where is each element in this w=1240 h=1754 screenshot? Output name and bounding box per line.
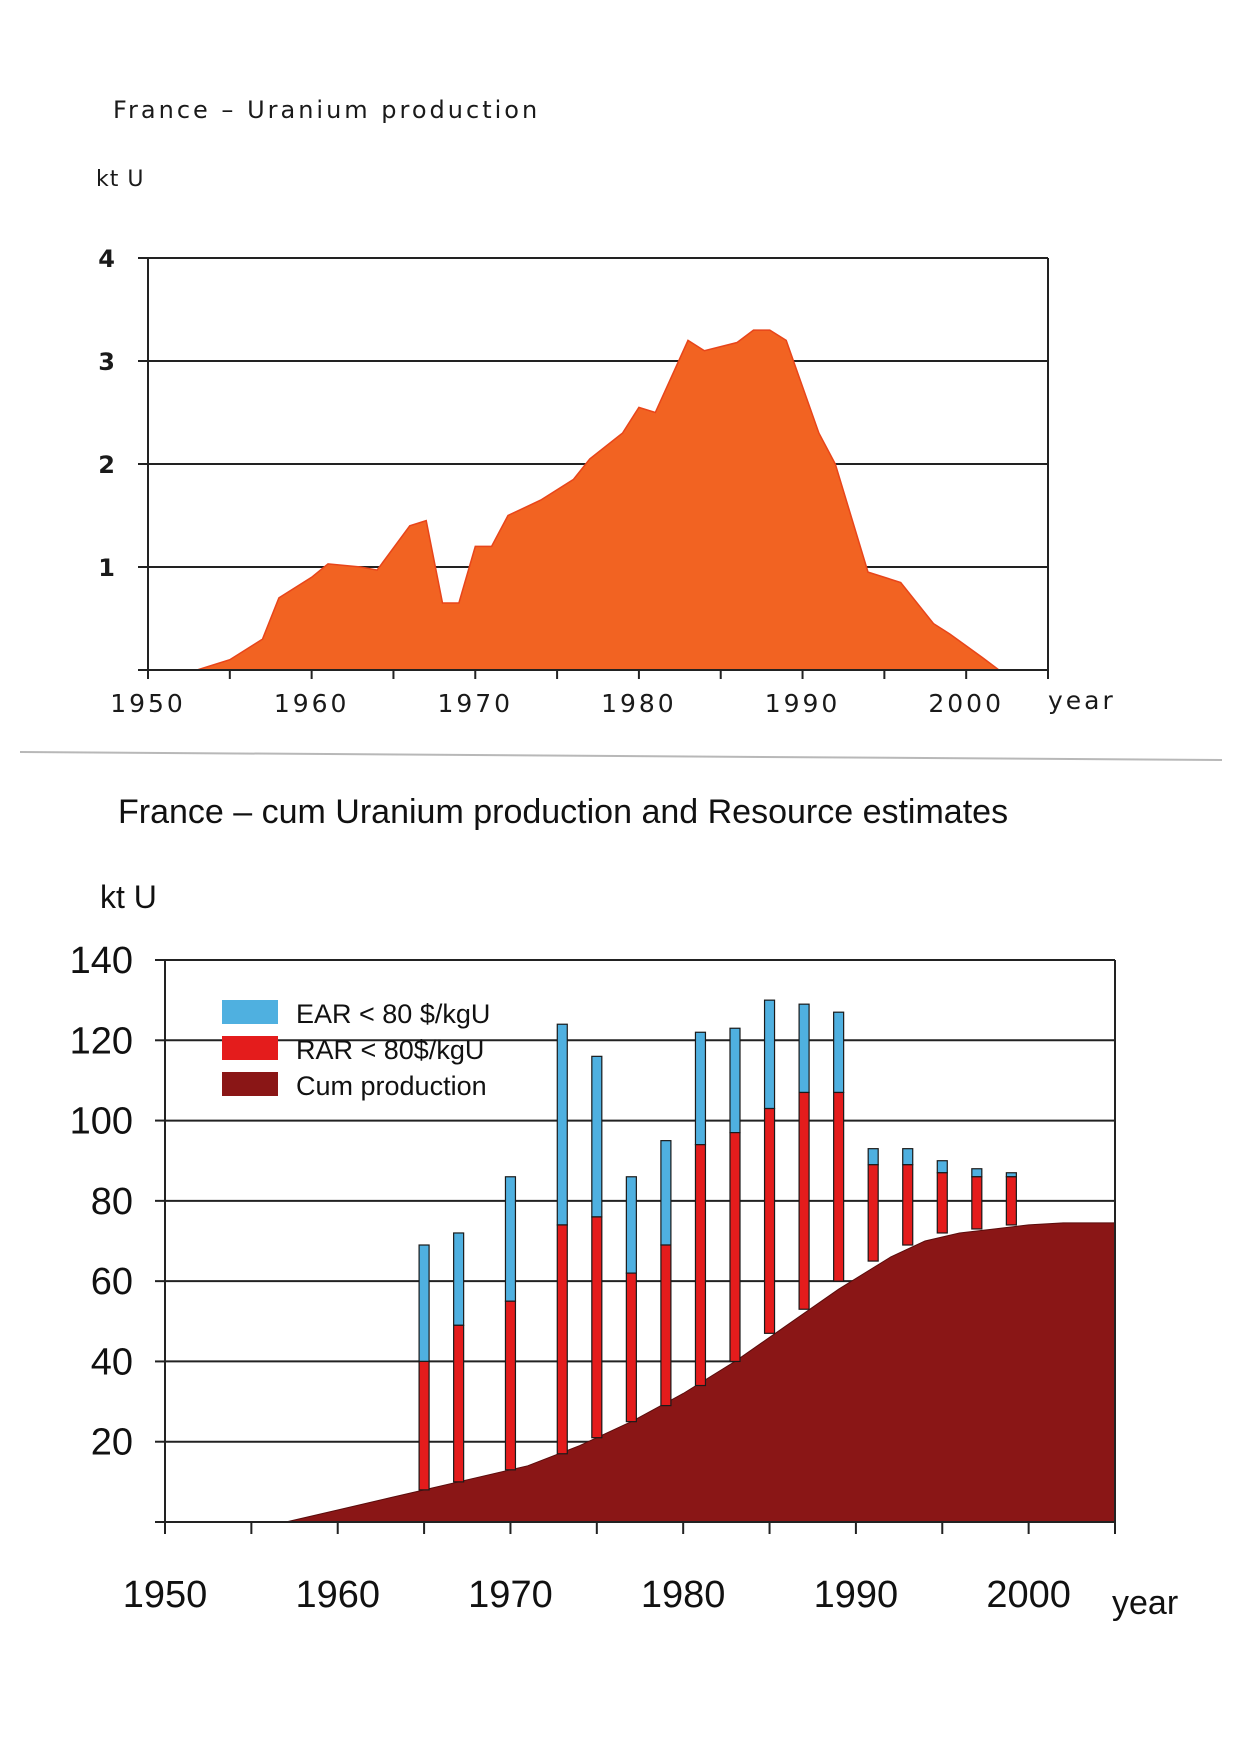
chart2-x-tick-label: 1990 [814, 1574, 899, 1616]
chart2-title: France – cum Uranium production and Reso… [118, 793, 1008, 831]
ear-bar-segment [833, 1011, 845, 1094]
ear-bar-segment [453, 1232, 465, 1326]
rar-bar-segment [936, 1172, 948, 1234]
chart1-y-tick-label: 1 [98, 554, 115, 582]
chart2-axes [155, 959, 1116, 1534]
chart2-resource-bars [418, 999, 1017, 1491]
legend-label-cum: Cum production [296, 1071, 487, 1101]
chart2-y-tick-label: 120 [70, 1020, 133, 1062]
chart2-x-tick-label: 1960 [295, 1574, 380, 1616]
rar-bar-segment [660, 1244, 672, 1407]
chart1-y-tick-label: 2 [98, 451, 115, 479]
chart2-x-tick-labels: 1950 1960 1970 1980 1990 2000 [123, 1574, 1071, 1616]
ear-bar-segment [729, 1027, 741, 1134]
chart2-cum-production-area [285, 1222, 1116, 1523]
ear-bar-segment [971, 1168, 983, 1178]
rar-bar-segment [763, 1107, 776, 1334]
ear-bar-segment [936, 1160, 948, 1174]
chart2-y-tick-label: 60 [91, 1261, 133, 1303]
chart2-legend: EAR < 80 $/kgU RAR < 80$/kgU Cum product… [222, 999, 490, 1101]
chart1-y-tick-labels: 1 2 3 4 [98, 245, 115, 582]
chart1-axes [138, 257, 1049, 679]
rar-bar-segment [833, 1091, 845, 1282]
chart2-y-tick-label: 20 [91, 1422, 133, 1464]
ear-bar-segment [591, 1055, 603, 1218]
legend-label-ear: EAR < 80 $/kgU [296, 999, 490, 1029]
ear-bar-segment [418, 1244, 430, 1363]
ear-bar-segment [1005, 1172, 1017, 1178]
chart1-y-tick-label: 4 [98, 245, 115, 273]
rar-bar-segment [453, 1324, 465, 1483]
legend-swatch-ear [222, 1000, 278, 1024]
chart2-ylabel: kt U [100, 879, 157, 915]
rar-bar-segment [591, 1216, 603, 1439]
chart1-y-tick-label: 3 [98, 348, 115, 376]
chart2-x-tick-label: 1950 [123, 1574, 208, 1616]
rar-bar-segment [867, 1164, 879, 1262]
section-divider [19, 751, 1223, 761]
chart1-x-tick-label: 1980 [601, 689, 677, 718]
ear-bar-segment [798, 1003, 810, 1094]
rar-bar-segment [625, 1272, 637, 1423]
ear-bar-segment [625, 1176, 637, 1274]
rar-bar-segment [418, 1360, 430, 1491]
chart1-x-tick-label: 1950 [110, 689, 186, 718]
chart2-y-tick-label: 80 [91, 1181, 133, 1223]
rar-bar-segment [798, 1091, 810, 1310]
chart2-y-tick-label: 140 [70, 940, 133, 982]
chart1-ylabel: kt U [96, 167, 144, 192]
legend-swatch-rar [222, 1036, 278, 1060]
rar-bar-segment [556, 1224, 568, 1455]
ear-bar-segment [660, 1140, 672, 1246]
chart1-title: France – Uranium production [113, 96, 540, 124]
chart1-x-tick-label: 2000 [928, 689, 1004, 718]
chart2-y-tick-labels: 20 40 60 80 100 120 140 [70, 940, 133, 1464]
ear-bar-segment [504, 1176, 517, 1302]
rar-bar-segment [504, 1300, 517, 1471]
chart2-x-tick-label: 1980 [641, 1574, 726, 1616]
rar-bar-segment [971, 1176, 983, 1230]
chart1-x-tick-label: 1990 [765, 689, 841, 718]
rar-bar-segment [902, 1164, 914, 1246]
chart2-x-tick-label: 2000 [986, 1574, 1071, 1616]
chart1-x-tick-labels: 1950 1960 1970 1980 1990 2000 [110, 689, 1004, 718]
chart2-xlabel: year [1112, 1584, 1178, 1622]
chart2-y-tick-label: 40 [91, 1341, 133, 1383]
ear-bar-segment [694, 1031, 707, 1146]
chart2-x-tick-label: 1970 [468, 1574, 553, 1616]
legend-label-rar: RAR < 80$/kgU [296, 1035, 484, 1065]
ear-bar-segment [763, 999, 776, 1110]
legend-swatch-cum [222, 1072, 278, 1096]
chart1-xlabel: year [1048, 686, 1116, 715]
rar-bar-segment [1005, 1176, 1017, 1226]
ear-bar-segment [902, 1148, 914, 1166]
chart2-y-tick-label: 100 [70, 1101, 133, 1143]
chart1-production-area [196, 329, 1000, 671]
rar-bar-segment [729, 1132, 741, 1363]
ear-bar-segment [556, 1023, 568, 1226]
rar-bar-segment [694, 1144, 707, 1387]
chart1-x-tick-label: 1970 [437, 689, 513, 718]
chart1-x-tick-label: 1960 [274, 689, 350, 718]
ear-bar-segment [867, 1148, 879, 1166]
